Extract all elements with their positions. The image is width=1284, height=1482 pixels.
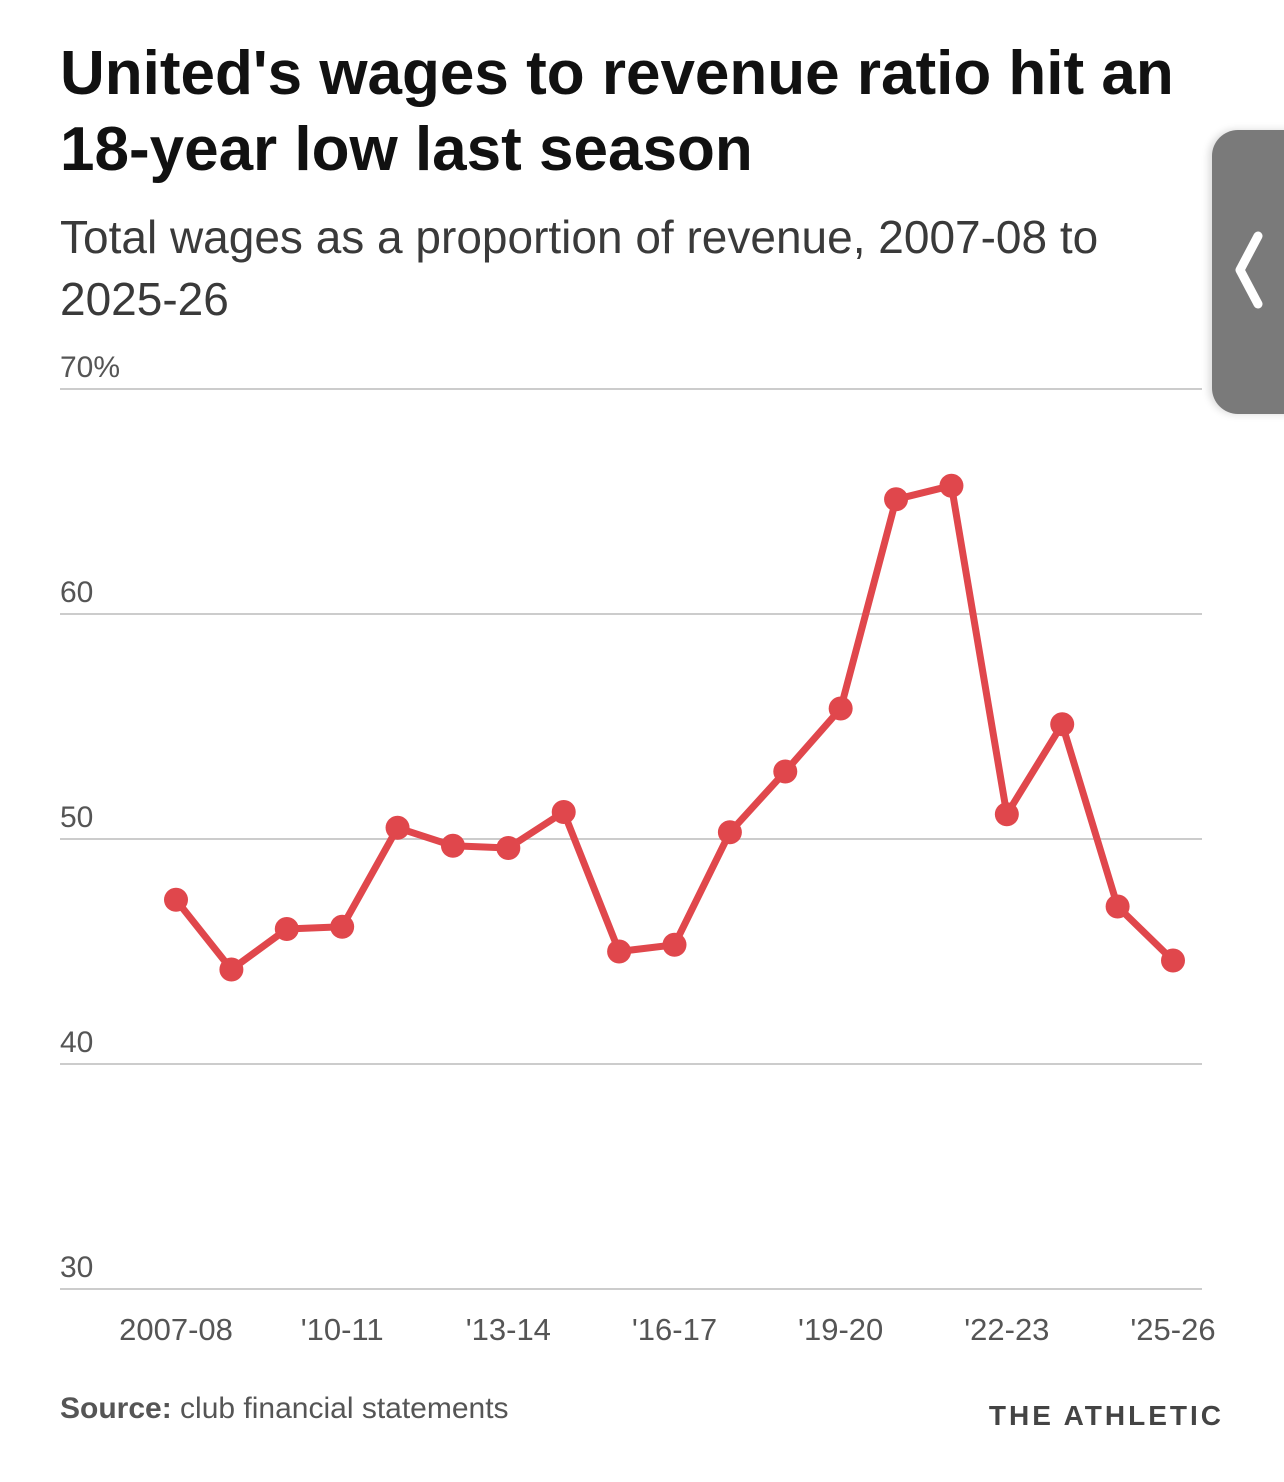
data-point <box>1050 712 1075 737</box>
brand-logo-text: THE ATHLETIC <box>988 1400 1224 1431</box>
chevron-left-icon <box>1235 231 1263 309</box>
data-point <box>717 820 742 845</box>
y-tick-label: 70% <box>60 351 120 384</box>
side-panel-tab[interactable] <box>1212 130 1284 414</box>
source-text: club financial statements <box>180 1392 509 1425</box>
data-point <box>994 802 1019 827</box>
source-note: Source: club financial statements <box>60 1392 509 1426</box>
chart-title: United's wages to revenue ratio hit an 1… <box>60 39 1174 184</box>
data-point <box>440 833 465 858</box>
series-line <box>172 482 1177 973</box>
data-point <box>773 759 798 784</box>
chart-subtitle: Total wages as a proportion of revenue, … <box>60 211 1099 325</box>
data-point <box>330 914 355 939</box>
line-chart: 30 40 50 60 70% 2007-08 '10-11 '13-14 '16-17 '19… <box>60 351 1216 1347</box>
series-points <box>164 473 1185 982</box>
x-tick-label: 2007-08 <box>119 1312 233 1347</box>
x-tick-label: '10-11 <box>301 1312 384 1347</box>
x-tick-label: '16-17 <box>632 1312 717 1347</box>
data-point <box>385 815 410 840</box>
data-point <box>607 939 632 964</box>
source-label: Source: <box>60 1392 172 1425</box>
grid-lines <box>60 388 1202 1290</box>
x-axis-tick-labels: 2007-08 '10-11 '13-14 '16-17 '19-20 '22-23 '25… <box>119 1312 1216 1347</box>
data-point <box>828 696 853 721</box>
y-tick-label: 50 <box>60 801 93 834</box>
data-point <box>1105 894 1130 919</box>
y-tick-label: 40 <box>60 1026 93 1059</box>
y-tick-label: 60 <box>60 576 93 609</box>
y-tick-label: 30 <box>60 1251 93 1284</box>
y-axis-tick-labels: 30 40 50 60 70% <box>60 351 120 1284</box>
data-point <box>219 957 244 982</box>
series-line-path <box>172 482 1177 973</box>
data-point <box>939 473 964 498</box>
data-point <box>884 487 909 512</box>
data-point <box>662 932 687 957</box>
data-point <box>496 836 521 860</box>
data-point <box>274 917 299 941</box>
x-tick-label: '13-14 <box>466 1312 551 1347</box>
x-tick-label: '19-20 <box>798 1312 883 1347</box>
x-tick-label: '25-26 <box>1130 1312 1215 1347</box>
data-point <box>164 887 188 912</box>
data-point <box>551 800 576 824</box>
x-tick-label: '22-23 <box>964 1312 1049 1347</box>
data-point <box>1161 948 1185 973</box>
